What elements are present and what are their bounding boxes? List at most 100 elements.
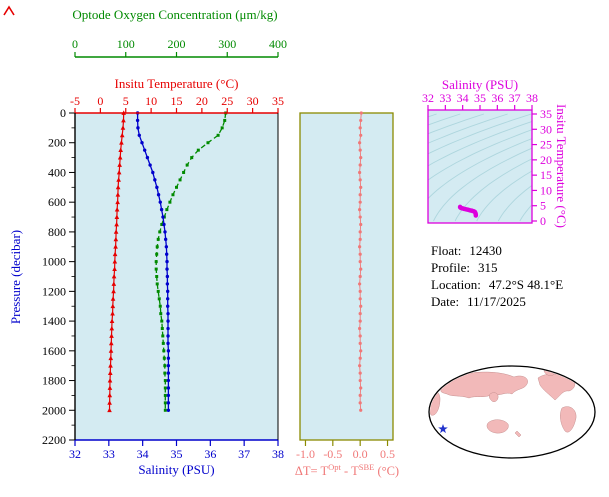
svg-text:1400: 1400 [42,314,66,328]
ts-diagram-panel [427,109,533,224]
delta-t-data-dots [358,111,363,412]
svg-text:15: 15 [171,94,183,108]
temperature-axis-ticks: -5 0 5 10 15 20 25 30 35 [70,94,284,113]
salinity-profile-line [135,111,171,412]
svg-text:38: 38 [526,91,538,105]
svg-text:100: 100 [117,37,135,51]
svg-text:32: 32 [422,91,434,105]
location-value: 47.2°S 48.1°E [488,277,564,292]
date-label: Date: [431,294,460,309]
profile-number-row: Profile: 315 [431,260,563,276]
oxygen-axis-title: Optode Oxygen Concentration (μm/kg) [72,7,278,22]
delta-t-axis-title: ΔT= TOpt - TSBE (°C) [288,462,406,479]
float-location-star [438,424,448,434]
svg-text:25: 25 [540,138,552,152]
delta-t-panel [299,111,394,441]
delta-title-post: (°C) [374,464,400,479]
profile-panel [74,110,279,441]
svg-text:10: 10 [540,183,552,197]
svg-text:33: 33 [103,447,115,461]
svg-text:1200: 1200 [42,284,66,298]
svg-text:-0.5: -0.5 [323,447,342,461]
svg-text:5: 5 [123,94,129,108]
svg-text:0.5: 0.5 [380,447,395,461]
svg-text:0: 0 [72,37,78,51]
pressure-axis-title: Pressure (decibar) [8,229,23,325]
location-row: Location: 47.2°S 48.1°E [431,277,563,293]
salinity-axis-ticks: 32 33 34 35 36 37 38 [69,440,284,461]
svg-text:36: 36 [204,447,216,461]
svg-text:35: 35 [272,94,284,108]
svg-text:25: 25 [221,94,233,108]
svg-text:1000: 1000 [42,255,66,269]
world-map [428,365,596,459]
svg-text:30: 30 [540,122,552,136]
svg-text:34: 34 [457,91,469,105]
svg-text:0: 0 [60,106,66,120]
float-id-row: Float: 12430 [431,243,563,259]
delta-title-sup-sbe: SBE [358,462,375,472]
float-info-block: Float: 12430 Profile: 315 Location: 47.2°S … [431,243,563,311]
svg-text:2000: 2000 [42,403,66,417]
temperature-profile-line [107,110,127,413]
svg-text:37: 37 [509,91,521,105]
salinity-axis-title: Salinity (PSU) [138,462,215,477]
svg-text:-5: -5 [70,94,80,108]
ts-salinity-axis-title: Salinity (PSU) [441,77,519,92]
map-eurasia [440,371,528,399]
date-row: Date: 11/17/2025 [431,294,563,310]
float-label: Float: [431,243,462,258]
svg-text:10: 10 [145,94,157,108]
svg-text:35: 35 [171,447,183,461]
location-label: Location: [431,277,481,292]
svg-text:5: 5 [540,199,546,213]
delta-t-axis-ticks: -1.0 -0.5 0.0 0.5 [296,440,395,461]
svg-text:38: 38 [272,447,284,461]
svg-text:30: 30 [247,94,259,108]
svg-text:200: 200 [168,37,186,51]
delta-title-sup-opt: Opt [328,462,341,472]
svg-text:0: 0 [97,94,103,108]
float-value: 12430 [469,243,502,258]
pressure-axis-ticks: 0 200 400 600 800 1000 1200 1400 1600 1800 2000 220… [42,106,75,447]
svg-text:400: 400 [269,37,287,51]
temperature-axis-title: Insitu Temperature (°C) [114,76,239,91]
map-southeast-asia [489,392,499,402]
delta-title-pre: ΔT= T [294,464,329,479]
svg-text:33: 33 [439,91,451,105]
delta-title-mid: - T [340,464,359,479]
svg-text:35: 35 [540,107,552,121]
ts-data-curve [457,204,479,218]
svg-text:20: 20 [540,153,552,167]
oxygen-profile-line [154,111,228,412]
svg-text:34: 34 [137,447,149,461]
svg-text:35: 35 [474,91,486,105]
svg-text:800: 800 [48,225,66,239]
svg-text:37: 37 [238,447,250,461]
svg-text:20: 20 [196,94,208,108]
svg-text:600: 600 [48,195,66,209]
corner-caret-artifact [3,5,15,16]
svg-text:-1.0: -1.0 [296,447,315,461]
oxygen-axis: 0 100 200 300 400 [72,37,287,58]
svg-text:400: 400 [48,165,66,179]
ts-temperature-axis-title: Insitu Temperature (°C) [554,104,569,228]
svg-text:300: 300 [218,37,236,51]
svg-text:32: 32 [69,447,81,461]
profile-value: 315 [478,260,498,275]
map-new-zealand [514,430,522,438]
svg-text:15: 15 [540,168,552,182]
svg-text:36: 36 [491,91,503,105]
profile-label: Profile: [431,260,470,275]
date-value: 11/17/2025 [467,294,526,309]
svg-text:0: 0 [540,214,546,228]
svg-text:0.0: 0.0 [353,447,368,461]
svg-text:2200: 2200 [42,433,66,447]
svg-text:1600: 1600 [42,344,66,358]
map-south-america [560,406,577,433]
svg-text:200: 200 [48,136,66,150]
svg-text:1800: 1800 [42,374,66,388]
